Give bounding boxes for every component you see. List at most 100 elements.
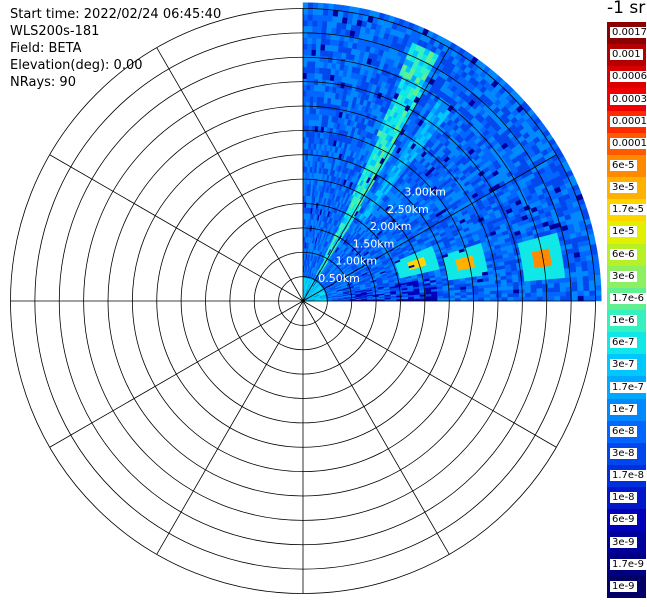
data-cell xyxy=(583,295,590,302)
data-cell xyxy=(547,274,554,280)
data-cell xyxy=(302,101,307,109)
data-cell xyxy=(507,293,514,298)
colorbar-title: -1 sr xyxy=(607,0,646,18)
data-cell xyxy=(316,26,323,33)
data-cell xyxy=(305,113,310,120)
data-cell xyxy=(324,44,331,52)
data-cell xyxy=(593,264,600,271)
data-cell xyxy=(589,295,596,302)
data-cell xyxy=(316,37,322,45)
data-cell xyxy=(307,2,314,9)
data-cell xyxy=(323,56,329,63)
colorbar-label: 1e-9 xyxy=(610,580,637,592)
data-cell xyxy=(582,270,589,277)
colorbar-segment: 1.7e-5 xyxy=(607,199,647,222)
data-cell xyxy=(512,278,519,283)
range-ring-label: 2.50km xyxy=(387,203,429,216)
colorbar-label: 1.7e-9 xyxy=(610,558,647,570)
data-cell xyxy=(495,283,502,288)
colorbar-label: 0.001 xyxy=(610,49,643,61)
data-cell xyxy=(524,292,532,298)
azimuth-spoke xyxy=(156,300,304,555)
data-cell xyxy=(589,290,596,297)
data-cell xyxy=(594,285,602,291)
data-cell xyxy=(307,49,312,56)
elevation: Elevation(deg): 0.00 xyxy=(10,58,143,73)
data-cell xyxy=(442,293,450,297)
colorbar-label: 6e-7 xyxy=(610,337,637,349)
colorbar-segment: 0.0017 xyxy=(607,22,647,45)
data-cell xyxy=(312,26,318,33)
data-cell xyxy=(302,8,309,15)
colorbar-segment: 1.7e-6 xyxy=(607,287,647,311)
data-cell xyxy=(309,90,315,97)
data-cell xyxy=(512,281,520,287)
data-cell xyxy=(305,154,309,161)
scan-metadata: Start time: 2022/02/24 06:45:40 WLS200s-… xyxy=(10,6,221,91)
data-cell xyxy=(302,25,309,33)
data-cell xyxy=(322,8,329,16)
data-cell xyxy=(489,287,496,292)
colorbar-label: 1e-7 xyxy=(610,403,637,415)
data-cell xyxy=(507,297,514,302)
data-cell xyxy=(310,72,316,80)
data-cell xyxy=(552,269,560,275)
data-cell xyxy=(595,295,602,302)
data-cell xyxy=(512,285,520,291)
data-cell xyxy=(302,119,307,126)
data-cell xyxy=(582,275,590,282)
data-cell xyxy=(483,290,491,295)
data-cell xyxy=(454,298,462,302)
data-cell xyxy=(559,282,567,288)
data-cell xyxy=(309,102,314,109)
data-cell xyxy=(569,262,577,269)
data-cell xyxy=(306,90,311,97)
colorbar-segment: 6e-5 xyxy=(607,154,646,178)
colorbar-label: 6e-5 xyxy=(610,159,637,171)
colorbar-segment: 1.7e-7 xyxy=(607,376,647,400)
range-ring-label: 3.00km xyxy=(404,186,446,199)
data-cell xyxy=(311,43,317,51)
data-cell xyxy=(460,292,467,296)
colorbar-label: 6e-8 xyxy=(610,425,637,437)
data-cell xyxy=(325,38,331,46)
data-cell xyxy=(495,290,502,295)
data-cell xyxy=(315,55,321,62)
data-cell xyxy=(583,290,590,297)
data-cell xyxy=(311,55,317,62)
colorbar-segment: 1.7e-8 xyxy=(607,465,647,488)
data-cell xyxy=(302,90,307,97)
data-cell xyxy=(553,278,560,284)
colorbar-label: 0.0006 xyxy=(610,71,647,83)
data-cell xyxy=(586,260,594,267)
data-cell xyxy=(437,293,444,297)
data-cell xyxy=(507,289,514,295)
data-cell xyxy=(306,101,311,109)
data-cell xyxy=(314,72,320,80)
data-cell xyxy=(302,66,308,74)
data-cell xyxy=(592,259,600,266)
data-cell xyxy=(431,293,438,297)
colorbar-segment: 6e-6 xyxy=(607,243,646,267)
data-cell xyxy=(542,296,549,302)
data-cell xyxy=(307,20,314,27)
data-cell xyxy=(525,296,532,302)
data-cell xyxy=(484,297,491,302)
data-cell xyxy=(535,279,543,285)
azimuth-spoke xyxy=(49,154,304,302)
colorbar-segment: 0.001 xyxy=(607,44,646,67)
data-cell xyxy=(477,288,485,293)
colorbar-segment: 3e-9 xyxy=(607,531,646,555)
field-name: Field: BETA xyxy=(10,41,82,56)
data-cell xyxy=(306,84,311,91)
data-cell xyxy=(530,280,537,286)
colorbar-segment: 0.0006 xyxy=(607,66,647,89)
colorbar-label: 3e-7 xyxy=(610,359,637,371)
data-cell xyxy=(322,14,329,22)
data-cell xyxy=(595,290,602,297)
data-cell xyxy=(466,291,473,296)
data-cell xyxy=(587,265,595,272)
data-cell xyxy=(548,287,555,293)
data-cell xyxy=(506,282,514,287)
data-cell xyxy=(501,297,508,302)
